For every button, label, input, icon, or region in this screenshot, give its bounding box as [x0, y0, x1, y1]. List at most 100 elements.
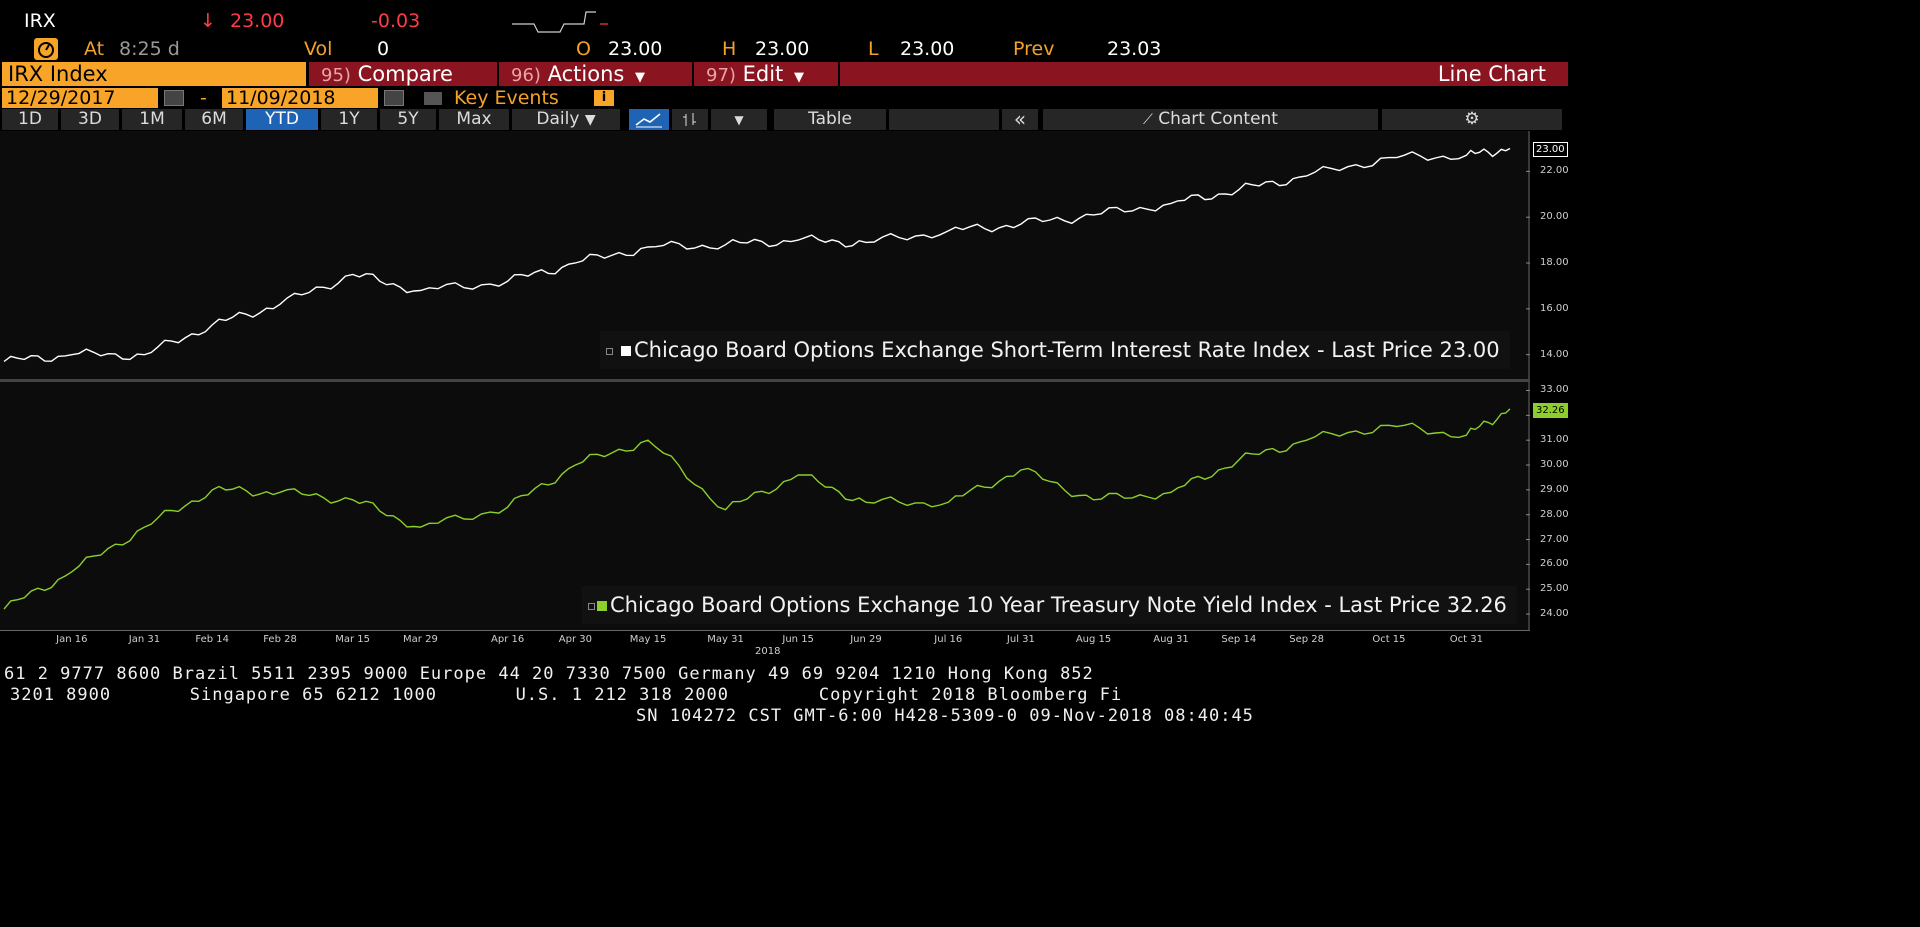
edit-button[interactable]: 97) Edit ▼ — [694, 62, 838, 86]
period-5y[interactable]: 5Y — [380, 109, 436, 130]
chevron-down-icon: ▼ — [734, 113, 744, 127]
calendar-icon[interactable] — [384, 90, 404, 106]
actions-num: 96) — [511, 65, 541, 86]
y-tick-label: 18.00 — [1540, 257, 1569, 269]
compare-label: Compare — [357, 62, 453, 86]
ticker-symbol: IRX — [24, 10, 56, 32]
bar-chart-icon[interactable] — [672, 109, 708, 130]
y-tick-label: 33.00 — [1540, 384, 1569, 396]
chart-content-icon: ⟋ — [1143, 112, 1153, 128]
actions-button[interactable]: 96) Actions ▼ — [499, 62, 692, 86]
edit-num: 97) — [706, 65, 736, 86]
chart-style-dropdown[interactable]: ▼ — [711, 109, 767, 130]
upper-series-name: Chicago Board Options Exchange Short-Ter… — [634, 338, 1500, 362]
end-date-field[interactable]: 11/09/2018 — [222, 88, 378, 108]
x-tick-label: Jan 31 — [128, 634, 161, 645]
footer-line-2: 3201 8900 Singapore 65 6212 1000 U.S. 1 … — [10, 685, 1123, 705]
prev-label: Prev — [1013, 38, 1055, 60]
x-tick-label: Mar 15 — [335, 634, 371, 645]
x-tick-label: Mar 29 — [403, 634, 438, 645]
x-tick-label: Oct 31 — [1449, 634, 1484, 645]
chart-content-button[interactable]: ⟋ Chart Content — [1043, 109, 1378, 130]
x-tick-label: Aug 15 — [1075, 634, 1112, 645]
legend-toggle-icon[interactable] — [588, 602, 595, 610]
line-chart-icon[interactable] — [629, 109, 669, 130]
chevron-down-icon: ▼ — [584, 112, 596, 128]
series-line — [3, 147, 1511, 363]
edit-label: Edit — [742, 62, 784, 86]
x-tick-label: Jan 16 — [56, 634, 88, 645]
start-date-field[interactable]: 12/29/2017 — [2, 88, 158, 108]
period-6m[interactable]: 6M — [185, 109, 243, 130]
realtime-icon[interactable] — [34, 38, 58, 60]
upper-chart — [3, 131, 1530, 379]
x-tick-label: Feb 28 — [263, 634, 297, 645]
period-1y[interactable]: 1Y — [321, 109, 377, 130]
x-tick-label: Jun 29 — [850, 634, 882, 645]
footer-line-3: SN 104272 CST GMT-6:00 H428-5309-0 09-No… — [636, 706, 1254, 726]
toolbar-spacer — [889, 109, 999, 130]
date-separator: - — [200, 87, 207, 109]
chart-type-label: Line Chart — [840, 62, 1568, 86]
period-ytd[interactable]: YTD — [246, 109, 318, 130]
x-tick-label: Jul 31 — [1006, 634, 1035, 645]
y-tick-label: 27.00 — [1540, 533, 1569, 545]
table-button[interactable]: Table — [774, 109, 886, 130]
compare-button[interactable]: 95) Compare — [309, 62, 497, 86]
frequency-dropdown[interactable]: Daily ▼ — [512, 109, 620, 130]
legend-swatch — [597, 601, 607, 611]
volume-value: 0 — [377, 38, 390, 60]
y-tick-label: 28.00 — [1540, 508, 1569, 520]
at-label: At — [84, 38, 105, 60]
y-tick-label: 24.00 — [1540, 608, 1569, 620]
x-tick-label: Aug 31 — [1153, 634, 1189, 645]
low-value: 23.00 — [900, 38, 955, 60]
x-tick-label: May 31 — [707, 634, 744, 645]
upper-legend: Chicago Board Options Exchange Short-Ter… — [600, 331, 1510, 369]
sparkline-icon — [512, 11, 608, 33]
x-tick-label: Sep 28 — [1289, 634, 1324, 645]
legend-swatch — [621, 346, 631, 356]
prev-value: 23.03 — [1107, 38, 1162, 60]
price-change: -0.03 — [371, 10, 421, 32]
y-tick-label: 26.00 — [1540, 558, 1569, 570]
security-field[interactable]: IRX Index — [2, 62, 306, 86]
x-tick-label: Feb 14 — [195, 634, 230, 645]
last-price: 23.00 — [230, 10, 285, 32]
lower-chart — [3, 382, 1530, 630]
gear-icon[interactable]: ⚙ — [1382, 109, 1562, 130]
x-tick-label: Jul 16 — [934, 634, 963, 645]
legend-toggle-icon[interactable] — [606, 347, 613, 355]
last-price-label: 32.26 — [1533, 402, 1568, 418]
x-axis-line — [0, 630, 1530, 631]
x-tick-label: Oct 15 — [1372, 634, 1406, 645]
open-label: O — [576, 38, 591, 60]
x-tick-label: Sep 14 — [1221, 634, 1257, 645]
info-icon[interactable]: i — [594, 90, 614, 106]
key-events-checkbox[interactable] — [424, 92, 442, 105]
high-value: 23.00 — [755, 38, 810, 60]
upper-chart-panel: Chicago Board Options Exchange Short-Ter… — [0, 131, 1530, 379]
x-tick-label: Apr 30 — [558, 634, 593, 645]
x-tick-label: Apr 16 — [491, 634, 525, 645]
y-tick-label: 14.00 — [1540, 348, 1569, 360]
period-3d[interactable]: 3D — [61, 109, 119, 130]
period-1d[interactable]: 1D — [2, 109, 58, 130]
key-events-label: Key Events — [454, 87, 559, 109]
low-label: L — [868, 38, 879, 60]
chevron-down-icon: ▼ — [635, 70, 646, 85]
chart-content-label: Chart Content — [1158, 109, 1278, 129]
last-price-label: 23.00 — [1533, 142, 1568, 158]
y-tick-label: 31.00 — [1540, 434, 1569, 446]
period-max[interactable]: Max — [439, 109, 509, 130]
high-label: H — [722, 38, 737, 60]
calendar-icon[interactable] — [164, 90, 184, 106]
quote-time: 8:25 d — [119, 38, 180, 60]
chevron-down-icon: ▼ — [793, 70, 804, 85]
collapse-button[interactable]: « — [1002, 109, 1038, 130]
period-1m[interactable]: 1M — [122, 109, 182, 130]
panel-divider[interactable] — [0, 379, 1530, 382]
y-tick-label: 22.00 — [1540, 165, 1569, 177]
x-axis-year: 2018 — [755, 646, 781, 657]
down-arrow-icon: ↓ — [200, 10, 216, 32]
